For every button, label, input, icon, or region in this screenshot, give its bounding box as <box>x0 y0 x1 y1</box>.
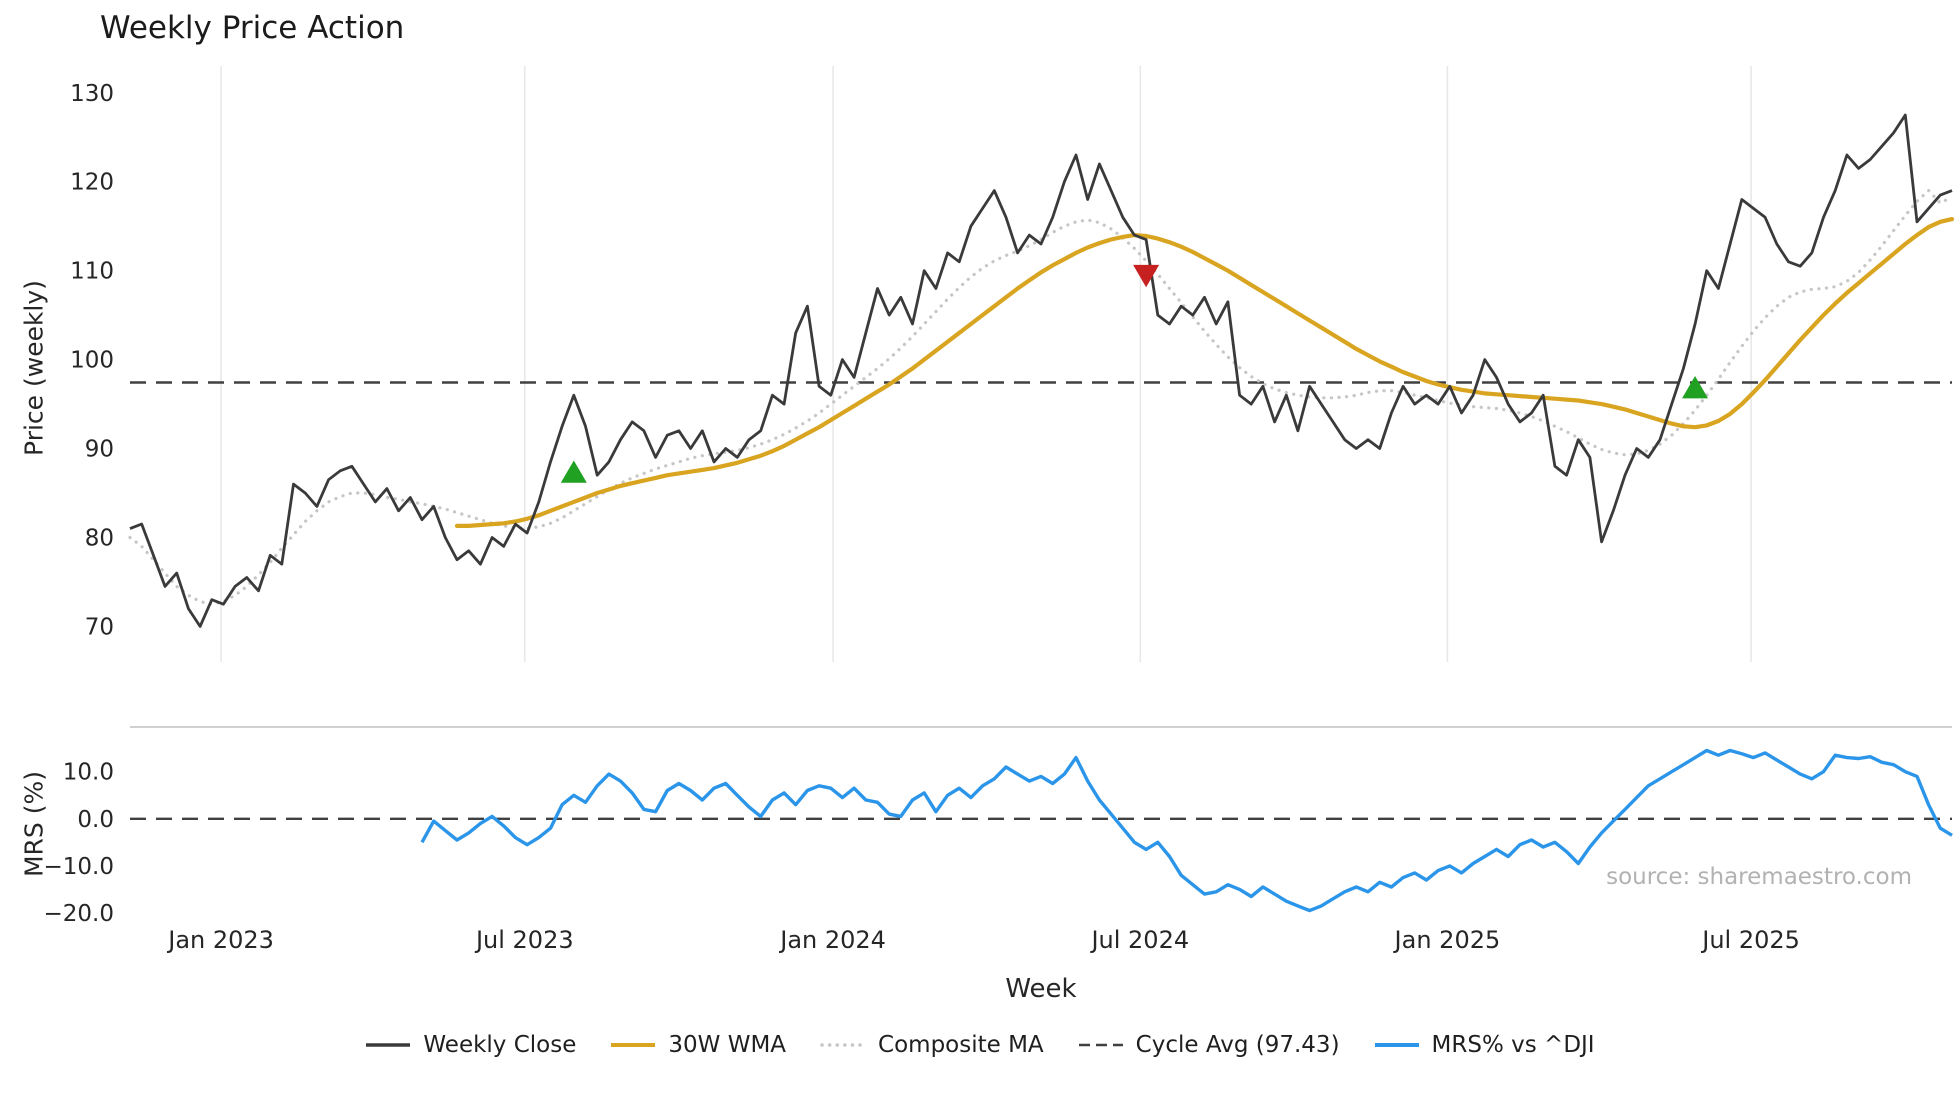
mrs-tick-label: 0.0 <box>77 807 114 833</box>
x-tick-label: Jan 2023 <box>166 926 274 954</box>
legend-item-weekly-close: Weekly Close <box>365 1032 576 1058</box>
legend-item-cycle-avg: Cycle Avg (97.43) <box>1078 1032 1340 1058</box>
buy-signal-marker-icon <box>560 460 587 483</box>
price-axis-label: Price (weekly) <box>19 280 49 456</box>
x-tick-label: Jul 2023 <box>474 926 574 954</box>
weekly-close-swatch-icon <box>366 1043 411 1047</box>
chart-legend: Weekly Close 30W WMA Composite MA Cycle … <box>0 1032 1960 1058</box>
mrs-axis-label: MRS (%) <box>19 770 49 878</box>
chart-title: Weekly Price Action <box>100 10 405 46</box>
mrs-swatch-icon <box>1374 1043 1419 1047</box>
mrs-line <box>420 748 1953 913</box>
legend-item-mrs: MRS% vs ^DJI <box>1374 1032 1595 1058</box>
wma-swatch-icon <box>611 1043 656 1047</box>
price-tick-label: 100 <box>70 348 114 374</box>
composite-ma-line <box>128 188 1954 606</box>
price-tick-label: 130 <box>70 81 114 107</box>
legend-label: Cycle Avg (97.43) <box>1135 1032 1340 1058</box>
legend-label: Composite MA <box>878 1032 1044 1058</box>
x-tick-label: Jan 2025 <box>1393 926 1501 954</box>
weekly-close-line <box>129 113 1953 628</box>
price-tick-label: 90 <box>85 437 114 463</box>
legend-label: Weekly Close <box>423 1032 577 1058</box>
wma-line <box>454 217 1955 528</box>
price-tick-label: 80 <box>85 526 114 552</box>
cycle-avg-swatch-icon <box>1078 1043 1123 1047</box>
mrs-tick-label: −10.0 <box>44 854 114 880</box>
legend-label: MRS% vs ^DJI <box>1431 1032 1595 1058</box>
source-note: source: sharemaestro.com <box>1606 864 1912 890</box>
buy-signal-marker-icon <box>1682 375 1709 399</box>
price-tick-label: 110 <box>70 259 114 285</box>
price-tick-label: 70 <box>85 614 114 640</box>
legend-item-composite: Composite MA <box>820 1032 1044 1058</box>
composite-swatch-icon <box>820 1043 867 1047</box>
x-axis-label: Week <box>1005 974 1077 1004</box>
sell-signal-marker-icon <box>1133 264 1160 288</box>
price-tick-label: 120 <box>70 170 114 196</box>
legend-item-wma: 30W WMA <box>610 1032 786 1058</box>
mrs-tick-label: 10.0 <box>63 760 114 786</box>
mrs-tick-label: −20.0 <box>44 901 114 927</box>
x-tick-label: Jul 2025 <box>1700 926 1800 954</box>
x-tick-label: Jul 2024 <box>1089 926 1189 954</box>
legend-label: 30W WMA <box>668 1032 787 1058</box>
x-tick-label: Jan 2024 <box>778 926 886 954</box>
